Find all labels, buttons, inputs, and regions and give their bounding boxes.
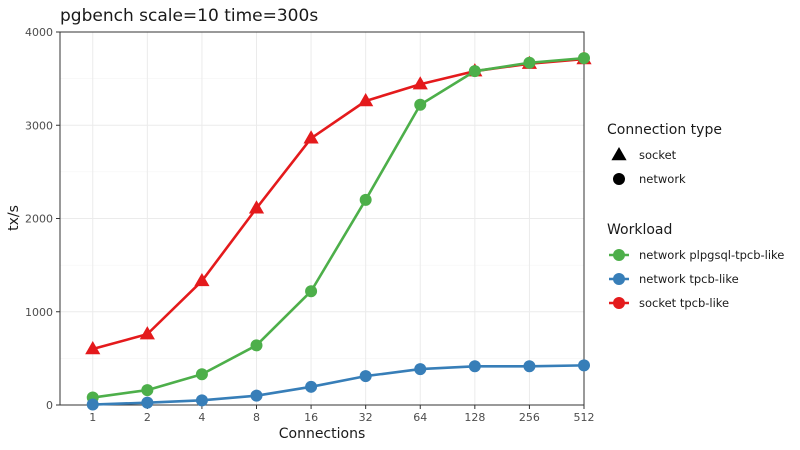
data-point xyxy=(523,360,536,373)
legend-circle-key xyxy=(613,173,625,185)
data-point xyxy=(359,193,372,206)
legend-color-key xyxy=(613,273,625,285)
data-point xyxy=(578,359,590,372)
legend-shape-label: network xyxy=(639,172,686,186)
legend: Connection type Workload socket network ne… xyxy=(607,122,784,310)
x-tick-label: 16 xyxy=(304,411,318,424)
legend-color-key xyxy=(613,297,625,309)
y-axis-title: tx/s xyxy=(6,205,22,231)
legend-shape-label: socket xyxy=(639,148,677,162)
data-point xyxy=(358,93,374,107)
data-point xyxy=(523,56,536,69)
legend-color-label: network plpgsql-tpcb-like xyxy=(639,248,784,262)
plot-border xyxy=(59,31,585,406)
data-point xyxy=(194,272,210,287)
x-tick-label: 4 xyxy=(198,411,205,424)
data-point xyxy=(468,360,481,373)
data-point xyxy=(139,326,155,340)
data-point xyxy=(305,285,318,298)
data-point xyxy=(412,76,428,90)
legend-color-label: socket tpcb-like xyxy=(639,296,729,310)
x-tick-label: 32 xyxy=(359,411,373,424)
legend-shape-title: Connection type xyxy=(607,122,722,138)
data-point xyxy=(85,341,101,355)
x-tick-label: 1 xyxy=(89,411,96,424)
x-axis-title: Connections xyxy=(279,426,366,442)
legend-color-label: network tpcb-like xyxy=(639,272,739,286)
data-point xyxy=(248,200,265,214)
x-tick-label: 256 xyxy=(519,411,540,424)
data-point xyxy=(195,394,208,407)
legend-triangle-key xyxy=(611,147,627,161)
chart-title: pgbench scale=10 time=300s xyxy=(60,6,318,26)
legend-color-key xyxy=(613,249,625,261)
y-tick-label: 0 xyxy=(46,399,53,412)
series-line xyxy=(92,57,585,351)
data-point xyxy=(250,389,263,402)
data-point xyxy=(195,368,208,381)
y-tick-label: 1000 xyxy=(25,306,53,319)
data-point xyxy=(414,363,427,376)
series-line xyxy=(92,56,585,399)
data-point xyxy=(305,380,318,393)
data-point xyxy=(303,130,319,144)
data-point xyxy=(468,65,481,78)
x-tick-label: 128 xyxy=(464,411,485,424)
data-point xyxy=(578,52,590,65)
x-tick-label: 512 xyxy=(574,411,595,424)
x-tick-label: 2 xyxy=(144,411,151,424)
y-tick-label: 3000 xyxy=(25,119,53,132)
data-point xyxy=(141,396,154,409)
data-point xyxy=(141,384,154,397)
series-line xyxy=(92,364,585,406)
x-tick-label: 64 xyxy=(413,411,427,424)
data-point xyxy=(414,98,427,111)
data-point xyxy=(86,398,99,411)
y-tick-label: 4000 xyxy=(25,26,53,39)
legend-color-title: Workload xyxy=(607,222,672,238)
data-point xyxy=(250,339,263,352)
y-tick-label: 2000 xyxy=(25,213,53,226)
plot-area: 0 1000 2000 3000 4000 1 2 4 8 16 32 64 128 256 512 xyxy=(25,26,595,424)
x-tick-label: 8 xyxy=(253,411,260,424)
data-point xyxy=(359,370,372,383)
